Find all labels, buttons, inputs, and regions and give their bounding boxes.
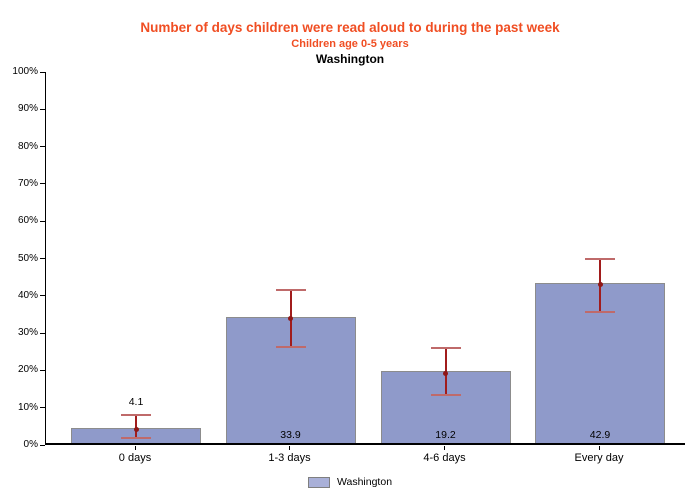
x-axis-tick (134, 446, 136, 450)
error-bar-cap-bottom (585, 310, 615, 313)
x-axis-tick (444, 446, 445, 450)
y-axis-tick (40, 146, 45, 148)
y-axis-tick-label: 80% (17, 140, 38, 152)
error-bar-center-dot (133, 427, 139, 433)
y-axis-tick (40, 71, 45, 73)
chart-title: Number of days children were read aloud … (140, 20, 560, 35)
legend-swatch-washington (307, 476, 330, 488)
bar-value-label: 4.1 (128, 395, 144, 408)
chart-subtitle: Children age 0-5 years (291, 38, 409, 50)
error-bar-center-dot (597, 282, 603, 288)
error-bar-cap-top (275, 289, 306, 292)
y-axis-tick-label: 60% (17, 215, 38, 227)
bar-value-label: 33.9 (280, 429, 301, 441)
y-axis-tick (40, 108, 45, 110)
plot-area: 4.1 33.9 19.2 42.9 (45, 72, 685, 445)
y-axis-tick-label: 20% (17, 364, 38, 376)
x-axis-category-label: Every day (574, 452, 624, 464)
y-axis-tick (40, 444, 45, 446)
error-bar-cap-top (430, 347, 461, 350)
y-axis-tick (40, 220, 45, 222)
bar-value-label: 19.2 (435, 429, 456, 441)
y-axis-tick (40, 183, 45, 185)
x-axis-tick (598, 446, 600, 450)
error-bar-center-dot (443, 370, 448, 376)
legend-label-washington: Washington (336, 476, 393, 488)
bar-value-label: 42.9 (589, 429, 611, 441)
error-bar-cap-top (121, 413, 151, 416)
y-axis-tick-label: 50% (17, 252, 38, 264)
x-axis-category-label: 0 days (118, 452, 152, 464)
x-axis-category-label: 1-3 days (268, 452, 311, 464)
y-axis-tick-label: 90% (17, 103, 38, 115)
x-axis-category-label: 4-6 days (423, 452, 466, 464)
error-bar-cap-bottom (275, 345, 306, 348)
x-axis-tick (289, 446, 290, 450)
y-axis-tick-label: 0% (23, 439, 38, 450)
y-axis-tick (40, 407, 45, 409)
y-axis-tick-label: 100% (12, 66, 38, 77)
y-axis-tick-label: 30% (17, 327, 38, 339)
y-axis-tick (40, 369, 45, 371)
error-bar-line (135, 414, 137, 438)
y-axis-tick-label: 10% (17, 401, 38, 413)
chart-region-title: Washington (315, 52, 385, 66)
error-bar-center-dot (288, 316, 293, 322)
y-axis-tick (40, 258, 45, 259)
y-axis-tick (40, 332, 45, 334)
error-bar-cap-top (585, 257, 615, 260)
legend: Washington (0, 476, 700, 488)
error-bar-cap-bottom (430, 394, 461, 397)
y-axis-tick (40, 295, 45, 297)
error-bar-cap-bottom (121, 436, 151, 439)
y-axis-tick-label: 70% (17, 177, 38, 189)
y-axis-tick-label: 40% (17, 289, 38, 301)
